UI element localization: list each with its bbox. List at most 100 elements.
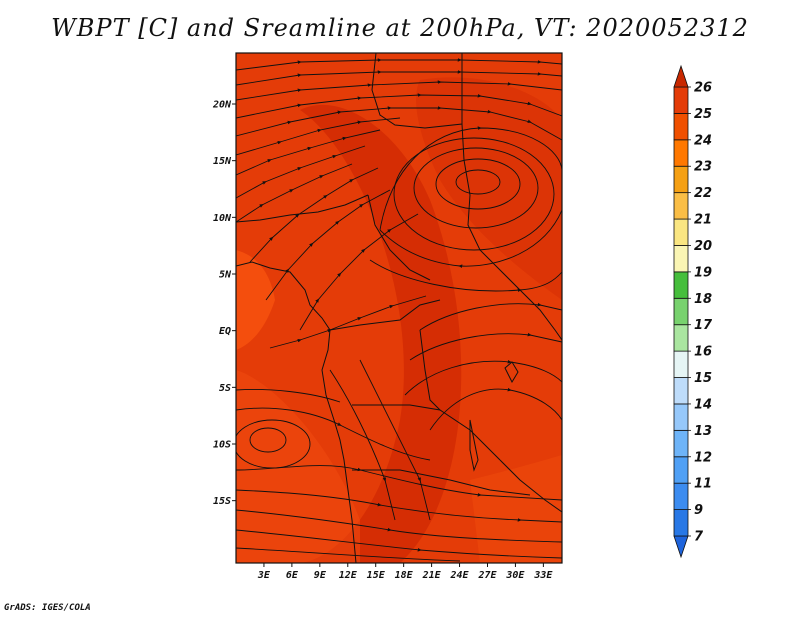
lat-label: 5S (219, 383, 231, 394)
map-area (235, 52, 563, 564)
colorbar-swatch (673, 535, 689, 559)
border (367, 194, 431, 281)
colorbar-label: 21 (694, 213, 712, 228)
colorbar-label: 18 (694, 292, 712, 307)
lon-label: 15E (367, 570, 386, 581)
streamline (236, 509, 562, 543)
border (329, 299, 441, 331)
border (419, 329, 441, 411)
streamline (236, 389, 341, 403)
streamline (455, 169, 501, 195)
colorbar-swatch (673, 192, 689, 220)
lon-label: 30E (505, 570, 525, 581)
lat-label: EQ (219, 326, 231, 337)
colorbar-label: 26 (694, 81, 712, 96)
colorbar-swatch (673, 86, 689, 114)
border (236, 194, 369, 223)
streamline (236, 117, 401, 156)
lat-label: 20N (212, 100, 232, 111)
warm-patch (300, 104, 462, 563)
streamline (236, 80, 562, 101)
colorbar-swatch (673, 509, 689, 537)
colorbar-swatch (673, 429, 689, 458)
streamline (236, 489, 562, 523)
colorbar-swatch (673, 165, 689, 194)
streamline (413, 147, 539, 229)
colorbar-label: 22 (694, 186, 712, 201)
colorbar-label: 14 (694, 397, 712, 412)
coastline (236, 261, 357, 563)
colorbar-swatch (673, 350, 689, 378)
colorbar-swatch (673, 271, 689, 299)
streamline (236, 70, 562, 86)
colorbar-swatch (673, 324, 689, 352)
streamline (236, 407, 431, 461)
border (352, 469, 531, 496)
border (461, 123, 521, 291)
cool-patch (236, 250, 275, 350)
lon-label: 3E (257, 570, 271, 581)
colorbar-label: 13 (694, 424, 712, 439)
lat-label: 15N (213, 156, 232, 167)
lon-label: 12E (339, 570, 358, 581)
colorbar-label: 17 (694, 318, 713, 333)
border (519, 289, 562, 341)
colorbar-label: 20 (694, 239, 712, 254)
streamline (236, 547, 461, 562)
colorbar-label: 15 (694, 371, 712, 386)
lat-label: 5N (219, 270, 232, 281)
colorbar-swatch (673, 113, 689, 141)
lon-label: 24E (450, 570, 470, 581)
streamline (236, 529, 562, 559)
map-frame (235, 52, 563, 564)
streamline (379, 126, 562, 231)
colorbar-swatch (673, 218, 689, 246)
lon-label: 6E (286, 570, 299, 581)
lon-label: 33E (533, 570, 553, 581)
streamline (429, 387, 562, 431)
colorbar-label: 11 (694, 477, 712, 492)
streamline (236, 106, 562, 141)
streamlines (236, 58, 562, 562)
colorbar-swatch (673, 377, 689, 405)
colorbar-label: 25 (694, 107, 712, 122)
border (352, 404, 501, 461)
border (499, 459, 562, 513)
latitude-axis: 20N 15N 10N 5N EQ 5S 10S 15S (212, 100, 236, 507)
lon-label: 21E (422, 570, 442, 581)
streamline (236, 93, 562, 119)
colorbar-swatch (673, 297, 689, 326)
country-borders (236, 53, 562, 563)
colorbar-swatch (673, 139, 689, 167)
colorbar-swatch (673, 245, 689, 273)
colorbar-label: 24 (694, 133, 712, 148)
lon-label: 18E (395, 570, 414, 581)
colorbar-label: 12 (694, 450, 712, 465)
streamline (249, 427, 287, 453)
streamline (369, 259, 562, 292)
lon-label: 27E (477, 570, 497, 581)
streamline (269, 295, 427, 349)
streamline (409, 332, 562, 361)
colorbar-label: 16 (694, 345, 712, 360)
streamline (299, 213, 419, 331)
map-title: WBPT [C] and Sreamline at 200hPa, VT: 20… (51, 14, 749, 42)
lat-label: 15S (213, 496, 231, 507)
lat-label: 10N (213, 213, 232, 224)
lon-label: 9E (314, 570, 327, 581)
streamline (393, 137, 555, 251)
colorbar-swatch (673, 456, 689, 484)
colorbar-label: 9 (694, 503, 703, 518)
lake (469, 419, 479, 472)
streamline (379, 209, 562, 268)
colorbar: 7 9 11 12 13 14 15 16 17 18 19 20 21 22 23 24 25 26 (673, 64, 713, 559)
streamline (236, 145, 366, 199)
lat-label: 10S (213, 440, 231, 451)
streamline (236, 129, 381, 176)
credit-label: GrADS: IGES/COLA (4, 603, 91, 613)
lake (504, 361, 519, 384)
streamline (404, 359, 562, 396)
streamline (435, 158, 521, 210)
colorbar-swatch (673, 403, 689, 431)
